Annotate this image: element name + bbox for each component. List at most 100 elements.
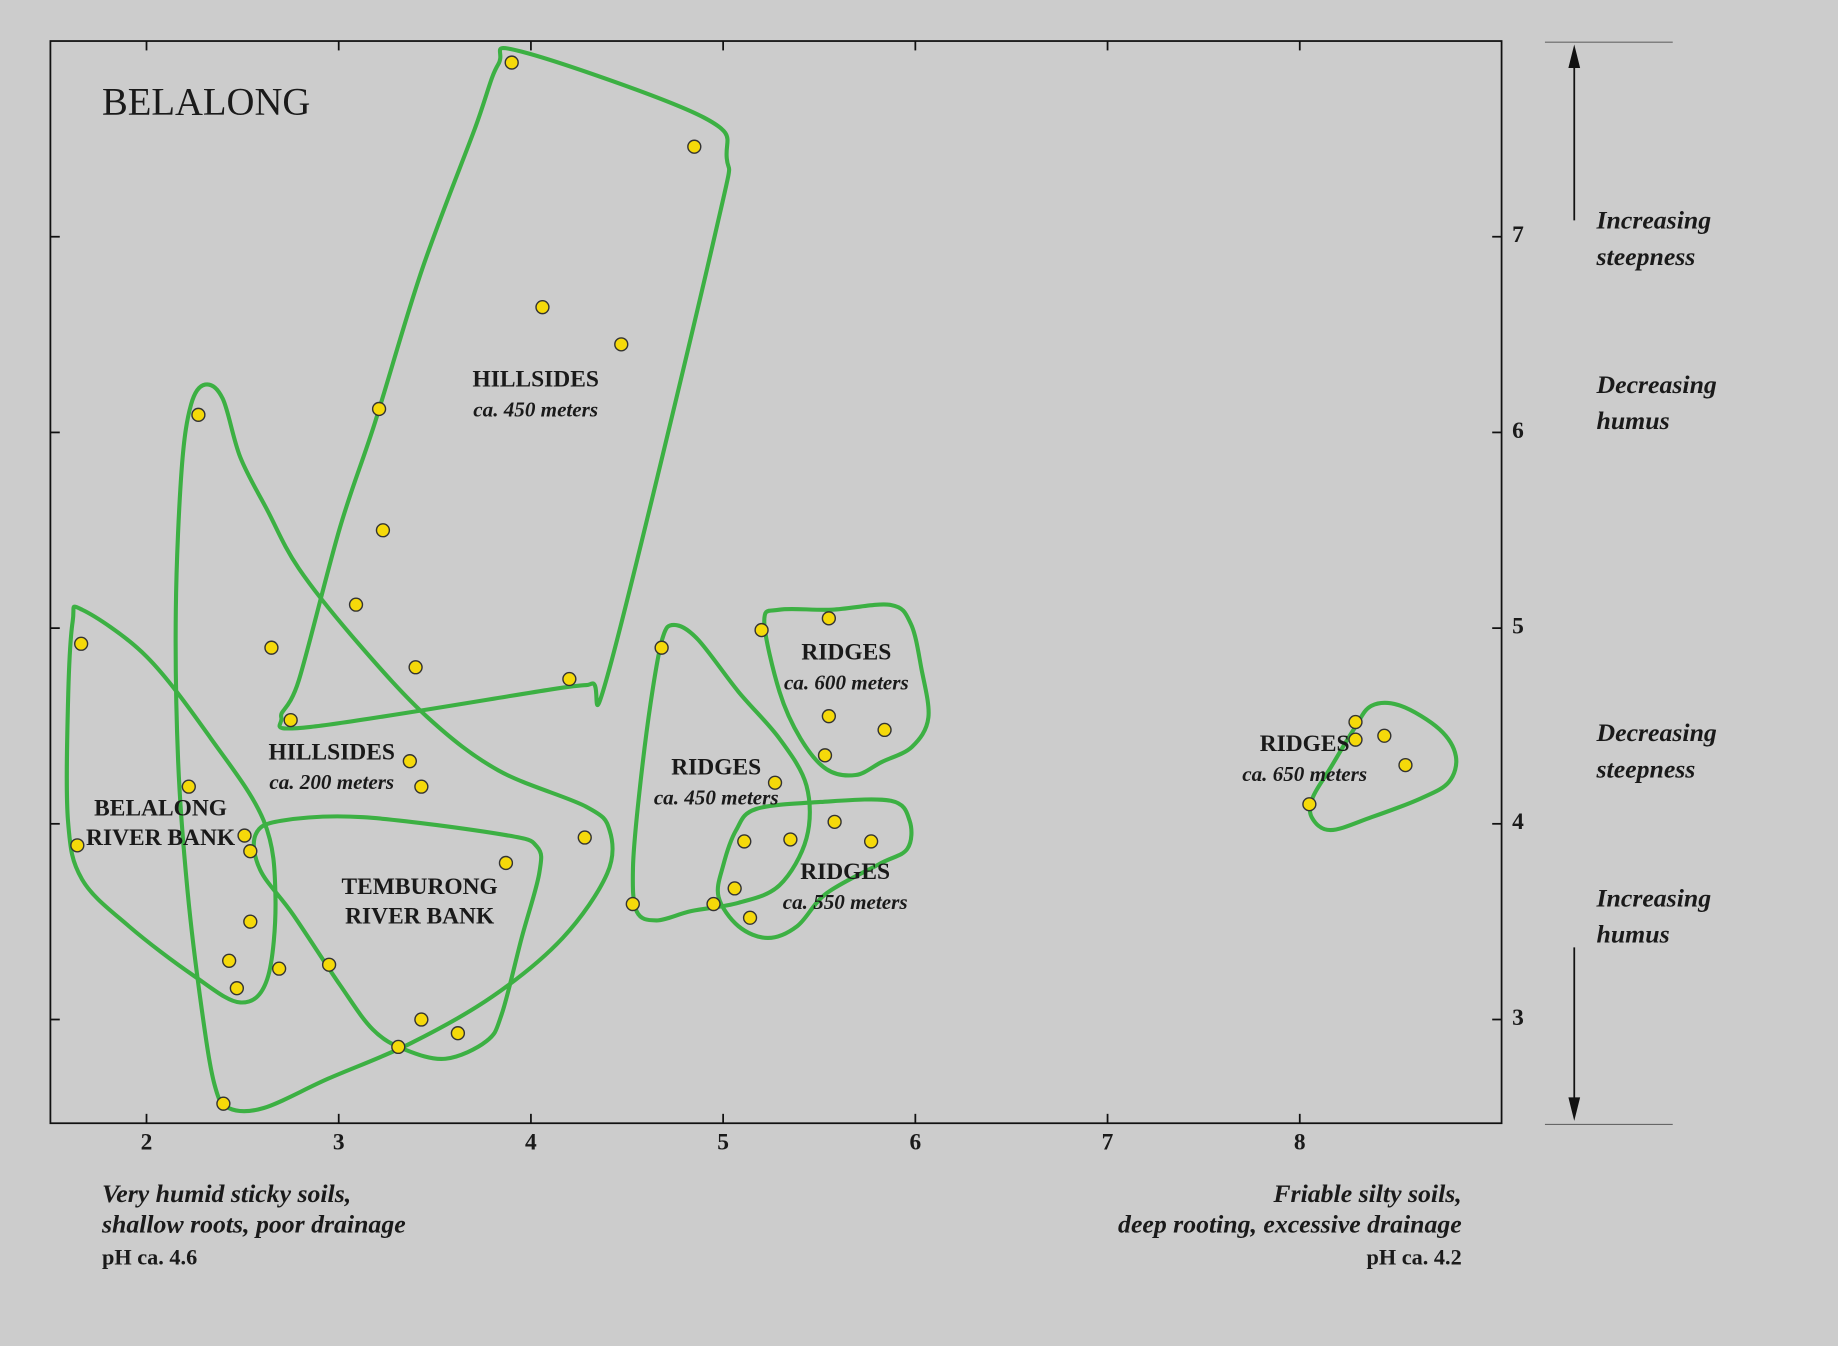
point [1398, 757, 1413, 773]
point [222, 953, 237, 968]
point [863, 834, 879, 849]
plot-frame [49, 40, 1503, 1125]
point [706, 896, 721, 912]
group-outline [277, 46, 732, 731]
point [414, 779, 429, 794]
x-tick-label: 7 [1102, 1130, 1114, 1156]
group-name: RIDGES [671, 755, 761, 781]
side-note: Decreasing [1596, 370, 1717, 399]
point [243, 914, 258, 929]
group-outline [762, 602, 931, 778]
side-note: steepness [1596, 754, 1696, 783]
point [229, 981, 244, 996]
x-tick-label: 8 [1294, 1130, 1306, 1156]
point [687, 139, 702, 154]
group-name: BELALONG [94, 796, 227, 822]
group-name: RIVER BANK [345, 903, 495, 929]
group-outline [715, 797, 914, 941]
y-tick-label: 5 [1512, 613, 1524, 639]
axis-note: deep rooting, excessive drainage [1118, 1209, 1462, 1238]
point [504, 55, 519, 70]
axis-note: shallow roots, poor drainage [101, 1209, 406, 1238]
side-note: humus [1597, 920, 1670, 949]
point [371, 401, 387, 417]
group-outline [64, 604, 278, 1005]
group-elevation: ca. 600 meters [784, 671, 909, 695]
point [821, 611, 837, 626]
group-elevation: ca. 450 meters [654, 785, 779, 809]
point [402, 754, 417, 769]
side-note: Decreasing [1596, 718, 1717, 747]
group-name: HILLSIDES [473, 366, 599, 392]
axis-note: pH ca. 4.6 [102, 1244, 197, 1269]
point [754, 622, 769, 638]
point [283, 712, 298, 728]
arrow-head [1568, 1097, 1581, 1121]
group-name: RIDGES [1260, 731, 1350, 757]
point [264, 640, 279, 655]
y-tick-label: 4 [1512, 809, 1524, 835]
point [375, 523, 391, 538]
point [821, 709, 837, 724]
point [767, 775, 783, 790]
point [577, 830, 592, 845]
point [535, 300, 550, 315]
group-name: RIDGES [801, 640, 891, 666]
point [877, 722, 892, 738]
axis-note: Friable silty soils, [1272, 1179, 1461, 1208]
group-outline [251, 814, 544, 1061]
point [391, 1039, 406, 1055]
point [614, 337, 629, 352]
side-note: Increasing [1596, 883, 1712, 912]
group-name: HILLSIDES [269, 739, 395, 765]
group-outline [173, 382, 615, 1114]
group-elevation: ca. 650 meters [1242, 762, 1367, 786]
point [783, 832, 798, 847]
arrow-head [1568, 44, 1581, 69]
point [737, 834, 752, 849]
group-outline [630, 622, 812, 923]
point [181, 779, 196, 794]
point [742, 910, 758, 925]
point [450, 1026, 466, 1041]
point [1348, 732, 1363, 747]
x-tick-label: 5 [717, 1130, 729, 1156]
side-note: humus [1597, 406, 1670, 435]
group-elevation: ca. 450 meters [473, 397, 598, 421]
side-note: Increasing [1596, 206, 1712, 235]
y-tick-label: 6 [1512, 418, 1524, 444]
point [1377, 728, 1392, 743]
x-tick-label: 4 [525, 1130, 537, 1156]
point [271, 961, 287, 976]
axis-note: pH ca. 4.2 [1366, 1244, 1461, 1269]
point [414, 1012, 429, 1027]
axis-note: Very humid sticky soils, [102, 1179, 351, 1208]
point [243, 844, 258, 859]
point [348, 597, 364, 612]
point [74, 636, 89, 651]
group-name: TEMBURONG [342, 874, 498, 900]
group-name: RIDGES [800, 859, 890, 885]
point [562, 671, 577, 687]
point [191, 407, 206, 422]
chart-title: BELALONG [102, 81, 310, 123]
x-tick-label: 6 [909, 1130, 921, 1156]
point [817, 748, 833, 763]
group-outline [1307, 700, 1459, 833]
point [70, 838, 85, 853]
x-tick-label: 3 [333, 1130, 345, 1156]
point [654, 640, 669, 655]
point [625, 896, 640, 912]
point [216, 1096, 231, 1111]
group-name: RIVER BANK [86, 825, 236, 851]
y-tick-label: 7 [1512, 222, 1524, 248]
point [1302, 797, 1317, 812]
y-tick-label: 3 [1512, 1005, 1524, 1031]
group-elevation: ca. 200 meters [269, 770, 394, 794]
point [1348, 714, 1363, 730]
point [408, 660, 423, 675]
point [237, 828, 252, 843]
x-tick-label: 2 [141, 1130, 153, 1156]
